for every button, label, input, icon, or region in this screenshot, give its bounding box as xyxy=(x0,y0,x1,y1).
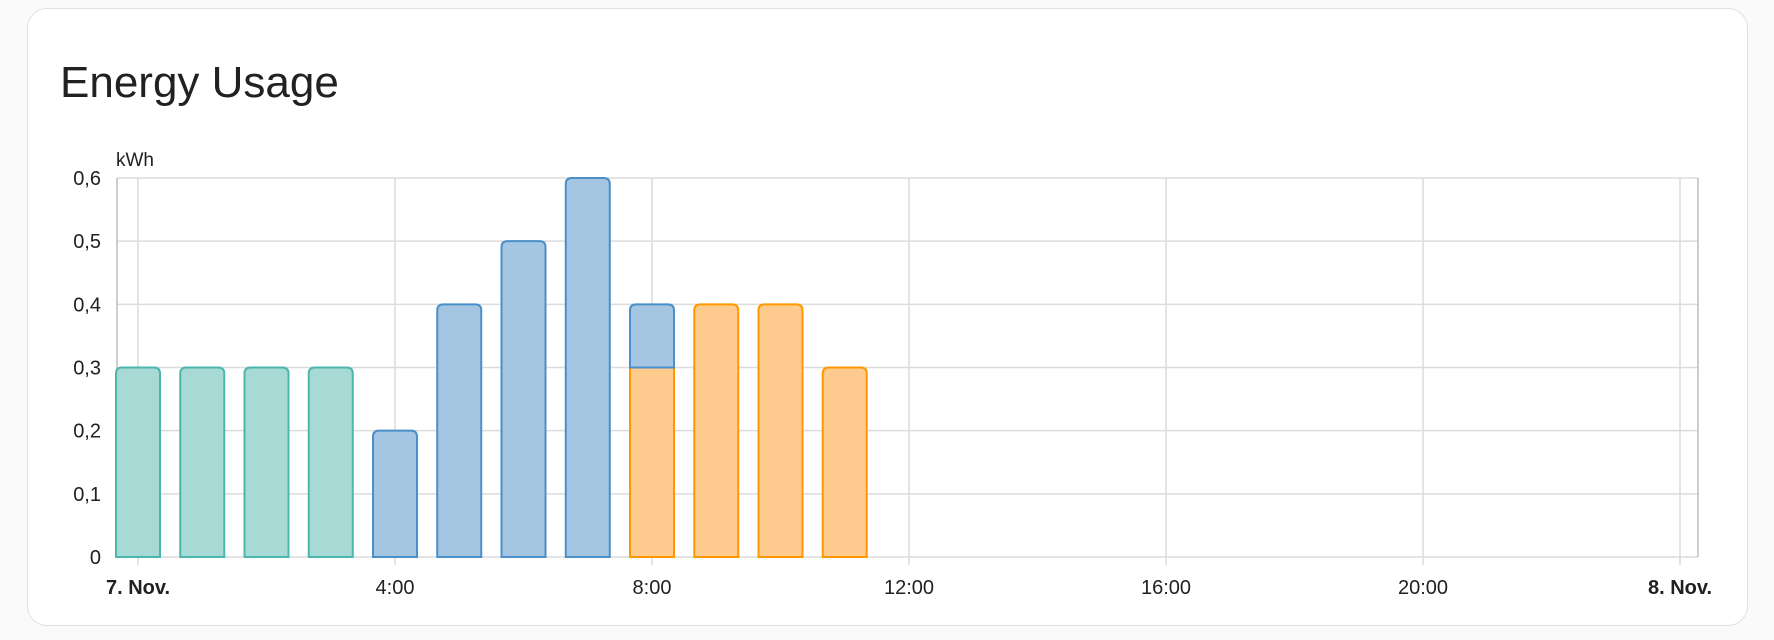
bar xyxy=(307,366,354,558)
y-tick-label: 0 xyxy=(90,547,101,569)
x-tick-label: 8:00 xyxy=(633,577,672,599)
y-tick-label: 0,4 xyxy=(73,294,101,316)
bar xyxy=(693,303,740,558)
x-tick-label: 16:00 xyxy=(1141,577,1191,599)
bar xyxy=(757,303,804,558)
y-tick-label: 0,5 xyxy=(73,231,101,253)
y-tick-label: 0,1 xyxy=(73,484,101,506)
x-tick-label: 8. Nov. xyxy=(1648,577,1712,599)
x-tick-label: 12:00 xyxy=(884,577,934,599)
x-tick-label: 4:00 xyxy=(376,577,415,599)
y-tick-label: 0,2 xyxy=(73,421,101,443)
card-title: Energy Usage xyxy=(60,58,339,107)
bar xyxy=(436,303,483,558)
bar xyxy=(821,366,868,558)
x-tick-label: 7. Nov. xyxy=(106,577,170,599)
bar xyxy=(115,366,161,558)
x-tick-label: 20:00 xyxy=(1398,577,1448,599)
bar xyxy=(500,240,547,558)
y-tick-label: 0,6 xyxy=(73,168,101,190)
bar xyxy=(243,366,290,558)
bar xyxy=(372,429,418,558)
bar xyxy=(629,303,675,369)
bar xyxy=(564,177,611,558)
bar xyxy=(629,366,675,558)
bar xyxy=(179,366,226,558)
y-tick-label: 0,3 xyxy=(73,358,101,380)
y-axis-unit-label: kWh xyxy=(116,150,154,171)
